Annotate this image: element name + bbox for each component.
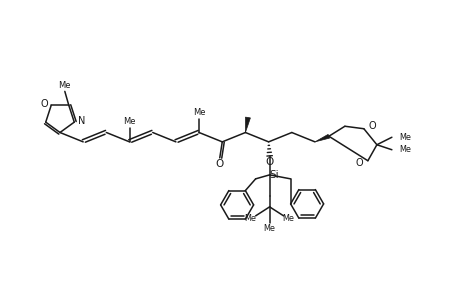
Polygon shape bbox=[314, 134, 329, 142]
Text: Me: Me bbox=[398, 133, 410, 142]
Text: Me: Me bbox=[263, 224, 275, 233]
Polygon shape bbox=[245, 117, 250, 133]
Text: Me: Me bbox=[123, 117, 135, 126]
Text: Me: Me bbox=[244, 214, 256, 224]
Text: Me: Me bbox=[58, 81, 71, 90]
Text: Me: Me bbox=[398, 145, 410, 154]
Text: Me: Me bbox=[282, 214, 294, 224]
Text: Si: Si bbox=[269, 170, 279, 180]
Text: O: O bbox=[368, 121, 375, 131]
Text: O: O bbox=[215, 159, 224, 170]
Text: N: N bbox=[78, 116, 85, 126]
Text: O: O bbox=[40, 99, 48, 110]
Text: O: O bbox=[354, 158, 362, 168]
Text: O: O bbox=[265, 157, 273, 167]
Text: Me: Me bbox=[192, 108, 205, 117]
